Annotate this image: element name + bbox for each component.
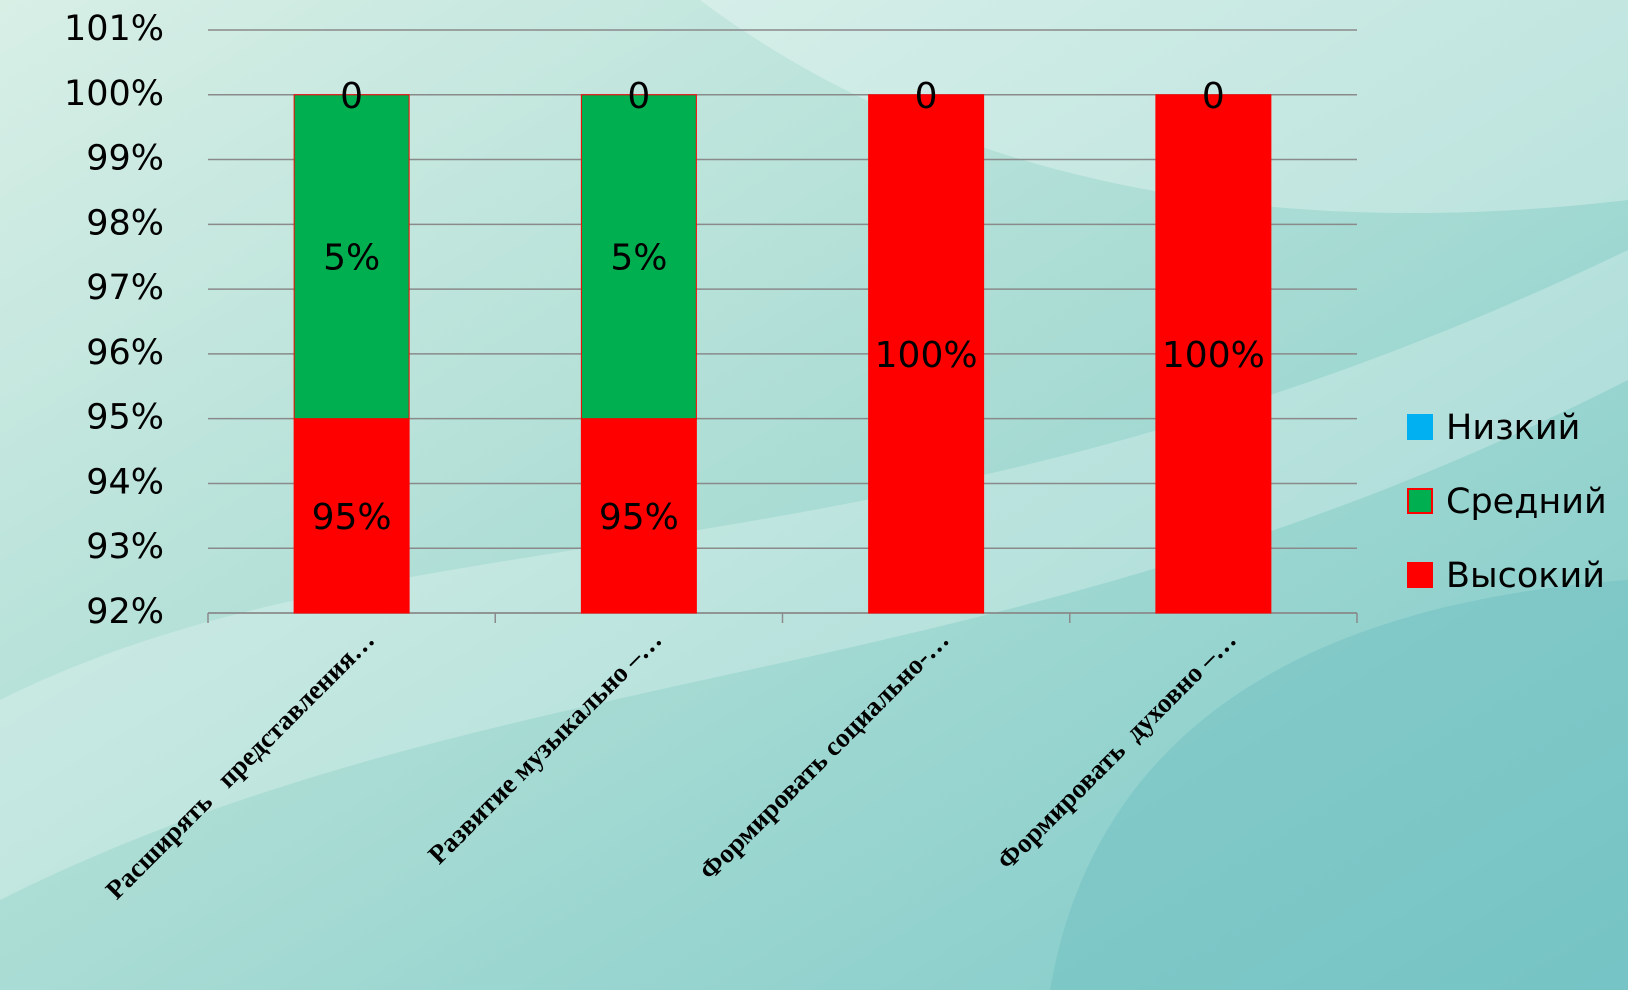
value-label: 5% bbox=[323, 238, 380, 279]
legend-marker bbox=[1407, 414, 1433, 440]
legend-marker bbox=[1407, 562, 1433, 588]
bar-segment bbox=[580, 94, 697, 420]
bar-segment bbox=[1155, 94, 1272, 614]
bar-segment bbox=[868, 94, 985, 614]
value-label: 0 bbox=[627, 76, 650, 117]
y-tick-label: 95% bbox=[86, 398, 164, 438]
y-tick-label: 101% bbox=[64, 9, 164, 49]
y-tick-label: 98% bbox=[86, 203, 164, 243]
y-tick-label: 93% bbox=[86, 527, 164, 567]
value-label: 100% bbox=[1162, 335, 1265, 376]
y-tick-label: 92% bbox=[86, 592, 164, 632]
legend-marker bbox=[1407, 488, 1433, 514]
y-tick-label: 100% bbox=[64, 74, 164, 114]
legend-label: Высокий bbox=[1446, 556, 1605, 596]
bar-segment bbox=[580, 418, 697, 614]
value-label: 95% bbox=[599, 497, 679, 538]
legend-label: Низкий bbox=[1446, 408, 1580, 448]
bar-segment bbox=[293, 94, 410, 420]
value-label: 0 bbox=[340, 76, 363, 117]
y-tick-label: 96% bbox=[86, 333, 164, 373]
value-label: 95% bbox=[312, 497, 392, 538]
bar-segment bbox=[293, 418, 410, 614]
value-label: 5% bbox=[610, 238, 667, 279]
value-label: 0 bbox=[915, 76, 938, 117]
decor-swoosh bbox=[1050, 580, 1628, 990]
y-tick-label: 99% bbox=[86, 139, 164, 179]
y-tick-label: 97% bbox=[86, 268, 164, 308]
value-label: 0 bbox=[1202, 76, 1225, 117]
value-label: 100% bbox=[875, 335, 978, 376]
y-tick-label: 94% bbox=[86, 462, 164, 502]
legend-label: Средний bbox=[1446, 482, 1607, 522]
